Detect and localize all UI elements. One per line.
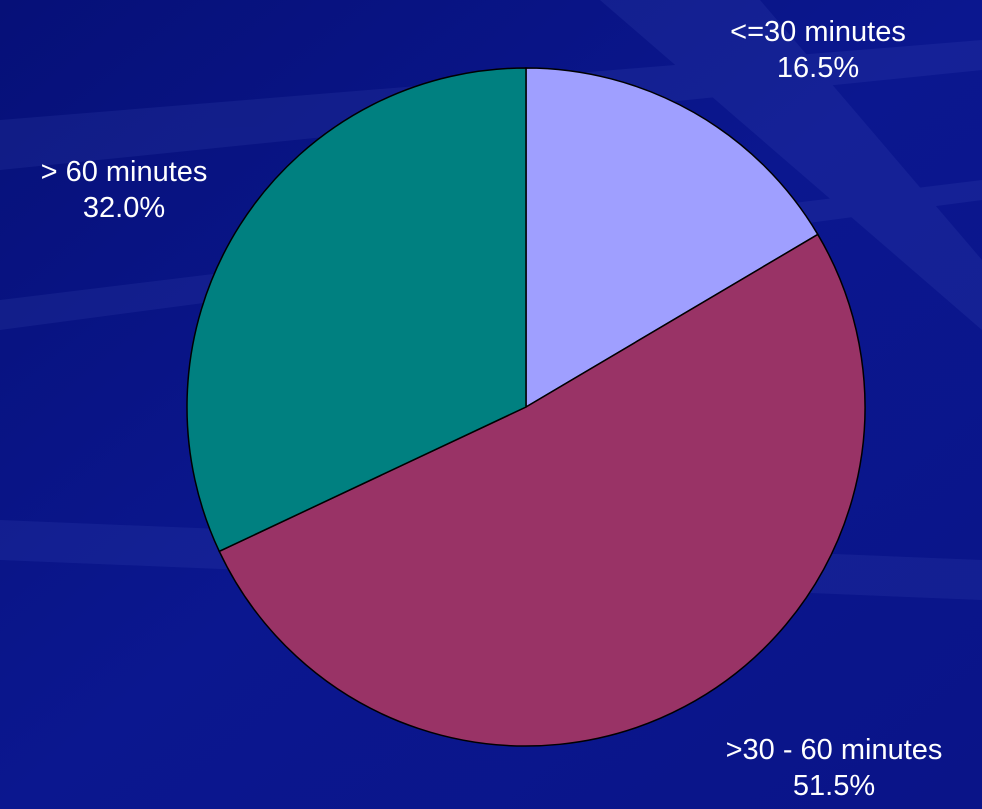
pie-slice-30-60 bbox=[218, 233, 866, 747]
slice-value-30-60: 51.5% bbox=[792, 770, 876, 802]
slice-label-gt60: > 60 minutes 32.0% bbox=[41, 154, 208, 226]
slice-value-gt60: 32.0% bbox=[82, 192, 166, 224]
pie-slice-gt60 bbox=[186, 67, 527, 553]
pie-slice-le30 bbox=[525, 67, 819, 409]
slice-value-le30: 16.5% bbox=[776, 52, 860, 84]
pie-slices bbox=[186, 67, 866, 747]
slice-name-le30: <=30 minutes bbox=[730, 16, 906, 48]
slice-name-gt60: > 60 minutes bbox=[40, 156, 208, 188]
slice-name-30-60: >30 - 60 minutes bbox=[725, 734, 943, 766]
slice-label-30-60: >30 - 60 minutes 51.5% bbox=[726, 732, 943, 804]
slice-label-le30: <=30 minutes 16.5% bbox=[730, 14, 906, 86]
